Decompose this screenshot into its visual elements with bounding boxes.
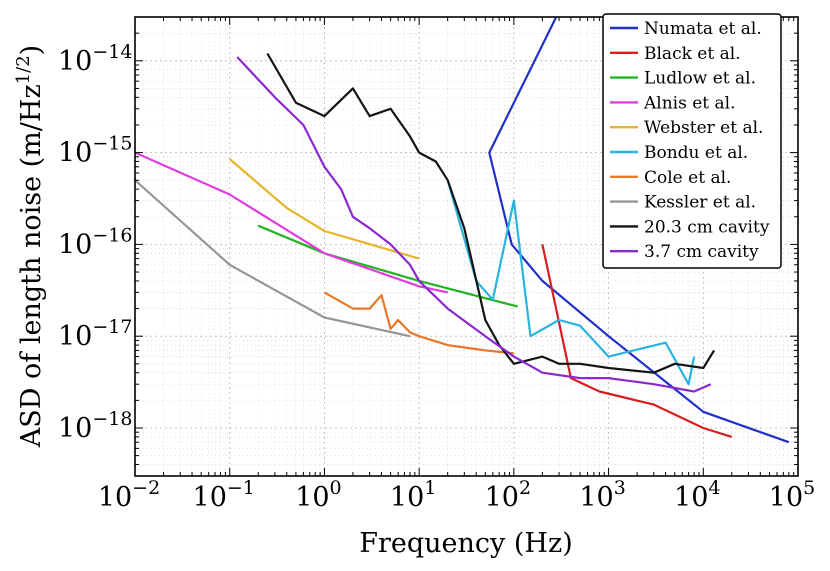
y-tick-base: 10 — [58, 138, 92, 169]
x-tick-base: 10 — [390, 482, 424, 513]
tick-labels: 10−2 10−1 100 101 102 103 104 10510−1410−1510−1… — [58, 41, 815, 513]
y-tick-label: 10−18 — [58, 408, 132, 444]
series-group — [135, 17, 790, 444]
x-tick-exponent: 0 — [330, 477, 342, 499]
y-axis-title-main: ASD of length noise (m/Hz — [16, 84, 47, 448]
x-tick-exponent: 2 — [519, 477, 531, 499]
x-tick-label: 105 — [769, 477, 815, 513]
y-tick-label: 10−17 — [58, 316, 132, 352]
series-line-2 — [541, 244, 733, 438]
legend: Numata et al. Black et al. Ludlow et al. Al… — [602, 13, 782, 269]
legend-label: Cole et al. — [644, 168, 731, 188]
x-tick-label: 10−2 — [98, 477, 160, 513]
series-line-5 — [228, 158, 420, 260]
y-tick-exponent: −17 — [92, 316, 132, 338]
x-tick-base: 10 — [193, 482, 227, 513]
y-tick-label: 10−14 — [58, 41, 132, 77]
x-tick-label: 101 — [390, 477, 436, 513]
series-line-6 — [446, 179, 696, 386]
x-tick-label: 102 — [485, 477, 531, 513]
y-tick-exponent: −15 — [92, 133, 132, 155]
y-axis-title-exponent: 1/2 — [13, 55, 34, 84]
y-tick-base: 10 — [58, 46, 92, 77]
plot-frame — [134, 16, 799, 477]
series-line-10 — [236, 56, 712, 393]
legend-label: Alnis et al. — [643, 93, 736, 113]
legend-label: Bondu et al. — [644, 143, 748, 163]
series-line-4 — [135, 151, 448, 294]
x-tick-exponent: −2 — [132, 477, 160, 499]
x-tick-exponent: 4 — [708, 477, 720, 499]
x-tick-label: 103 — [579, 477, 625, 513]
x-tick-base: 10 — [674, 482, 708, 513]
legend-label: Numata et al. — [644, 19, 762, 39]
y-axis-title-close: ) — [16, 45, 47, 56]
y-tick-label: 10−16 — [58, 224, 132, 260]
x-tick-exponent: 1 — [424, 477, 436, 499]
legend-label: Ludlow et al. — [644, 69, 756, 89]
legend-label: 3.7 cm cavity — [644, 242, 759, 262]
x-axis-title: Frequency (Hz) — [359, 528, 572, 559]
series-line-9 — [266, 52, 716, 374]
x-tick-exponent: 5 — [803, 477, 815, 499]
y-tick-base: 10 — [58, 229, 92, 260]
x-tick-base: 10 — [579, 482, 613, 513]
series-line-1 — [488, 17, 790, 444]
series-line-3 — [257, 224, 519, 308]
legend-label: Webster et al. — [644, 118, 763, 138]
x-tick-base: 10 — [295, 482, 329, 513]
series-line-8 — [135, 179, 411, 338]
y-tick-exponent: −18 — [92, 408, 132, 430]
x-tick-exponent: −1 — [227, 477, 255, 499]
y-tick-exponent: −14 — [92, 41, 132, 63]
x-tick-base: 10 — [485, 482, 519, 513]
x-tick-label: 104 — [674, 477, 720, 513]
y-tick-base: 10 — [58, 321, 92, 352]
y-tick-label: 10−15 — [58, 133, 132, 169]
legend-label: Kessler et al. — [644, 193, 756, 213]
x-tick-base: 10 — [769, 482, 803, 513]
x-tick-exponent: 3 — [614, 477, 626, 499]
x-tick-label: 100 — [295, 477, 341, 513]
series-line-7 — [323, 291, 515, 355]
x-tick-base: 10 — [98, 482, 132, 513]
x-tick-label: 10−1 — [193, 477, 255, 513]
y-tick-exponent: −16 — [92, 224, 132, 246]
y-tick-base: 10 — [58, 413, 92, 444]
legend-label: 20.3 cm cavity — [644, 217, 770, 237]
legend-label: Black et al. — [644, 44, 741, 64]
legend-box — [602, 13, 782, 269]
y-axis-title: ASD of length noise (m/Hz1/2) — [13, 45, 47, 448]
